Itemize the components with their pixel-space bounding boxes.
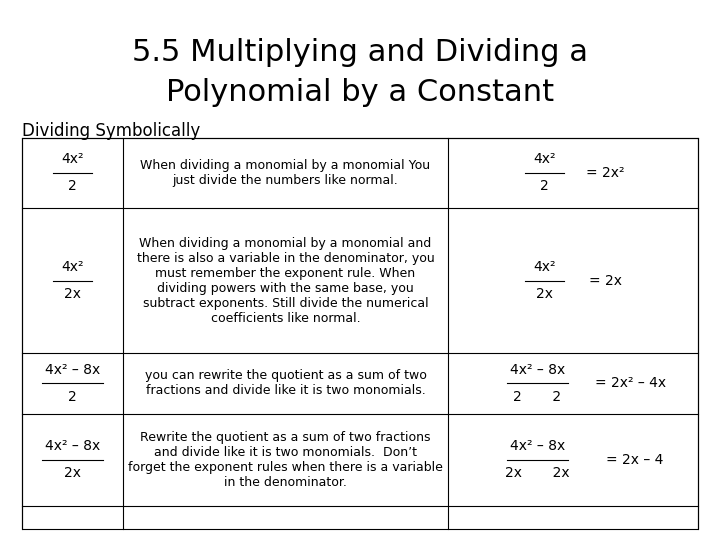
Text: Rewrite the quotient as a sum of two fractions
and divide like it is two monomia: Rewrite the quotient as a sum of two fra…	[128, 431, 443, 489]
Text: 4x²: 4x²	[61, 260, 84, 274]
Text: 2x: 2x	[64, 466, 81, 480]
Text: you can rewrite the quotient as a sum of two
fractions and divide like it is two: you can rewrite the quotient as a sum of…	[145, 369, 426, 397]
Text: 2x: 2x	[64, 287, 81, 301]
Text: Polynomial by a Constant: Polynomial by a Constant	[166, 78, 554, 107]
Text: 4x² – 8x: 4x² – 8x	[510, 363, 564, 377]
Text: Dividing Symbolically: Dividing Symbolically	[22, 122, 200, 139]
Text: = 2x – 4: = 2x – 4	[606, 453, 663, 467]
Text: 4x²: 4x²	[533, 152, 556, 166]
Text: = 2x² – 4x: = 2x² – 4x	[595, 376, 666, 390]
Text: When dividing a monomial by a monomial and
there is also a variable in the denom: When dividing a monomial by a monomial a…	[137, 237, 434, 325]
Text: 2x: 2x	[536, 287, 553, 301]
Text: = 2x: = 2x	[589, 274, 622, 288]
Text: 4x² – 8x: 4x² – 8x	[510, 439, 564, 453]
Text: 2       2: 2 2	[513, 390, 562, 404]
Text: 2: 2	[68, 390, 77, 404]
Text: 4x² – 8x: 4x² – 8x	[45, 439, 100, 453]
Text: 5.5 Multiplying and Dividing a: 5.5 Multiplying and Dividing a	[132, 38, 588, 67]
Text: = 2x²: = 2x²	[586, 166, 625, 180]
Text: 4x²: 4x²	[61, 152, 84, 166]
Text: 2: 2	[68, 179, 77, 193]
Text: 4x² – 8x: 4x² – 8x	[45, 363, 100, 377]
Text: 2: 2	[540, 179, 549, 193]
Text: 2x       2x: 2x 2x	[505, 466, 570, 480]
Text: When dividing a monomial by a monomial You
just divide the numbers like normal.: When dividing a monomial by a monomial Y…	[140, 159, 431, 187]
Text: 4x²: 4x²	[533, 260, 556, 274]
FancyBboxPatch shape	[22, 138, 698, 529]
